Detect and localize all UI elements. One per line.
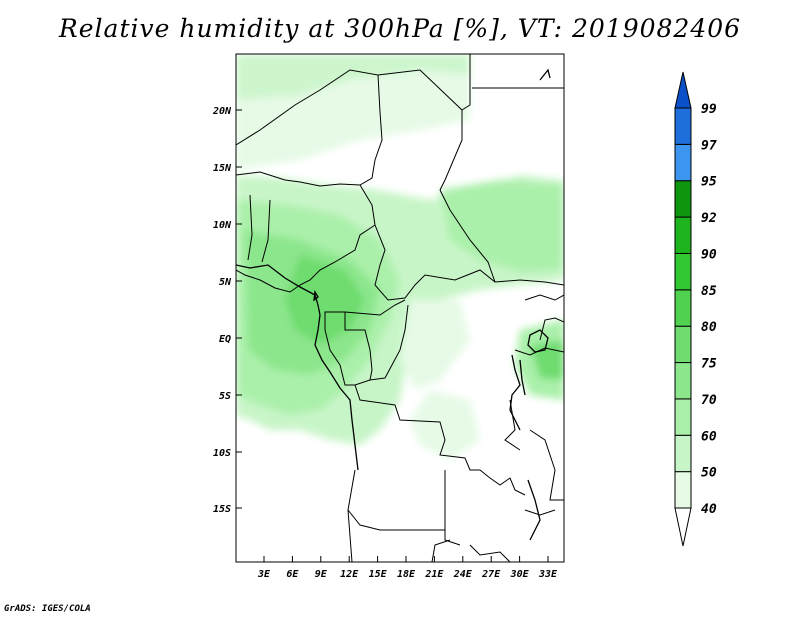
colorbar-label: 60 [701,429,717,444]
colorbar-segment [674,434,692,473]
longitude-axis: 3E 6E 9E 12E 15E 18E 21E 24E 27E 30E 33E [257,556,558,580]
colorbar-segment [674,216,692,254]
chart-title: Relative humidity at 300hPa [%], VT: 201… [58,14,742,43]
lat-tick-label: 15S [213,504,231,515]
lat-tick-label: 5S [219,391,231,402]
colorbar-label: 85 [701,284,717,299]
colorbar-label: 95 [701,175,717,190]
lon-tick-label: 27E [481,569,501,580]
lon-tick-label: 6E [286,569,299,580]
colorbar-label: 70 [701,393,717,408]
colorbar-segment [674,362,692,400]
humidity-field [236,54,564,562]
lat-tick-label: 10N [213,220,232,231]
lat-tick-label: 15N [213,163,232,174]
colorbar-segment [674,252,692,291]
lon-tick-label: 9E [315,569,328,580]
colorbar-segment [674,398,692,436]
lon-tick-label: 3E [257,569,271,580]
lon-tick-label: 15E [369,569,388,580]
lon-tick-label: 18E [397,569,416,580]
colorbar-segment [674,325,692,364]
colorbar-label: 90 [701,247,717,262]
lon-tick-label: 33E [538,569,558,580]
colorbar: 40 50 60 70 75 80 85 90 92 95 97 99 [674,71,717,547]
lat-tick-label: 20N [212,106,232,117]
lon-tick-label: 21E [424,569,444,580]
colorbar-label: 99 [701,102,717,117]
colorbar-label: 97 [701,138,717,153]
lon-tick-label: 30E [510,569,530,580]
colorbar-segment [674,289,692,327]
colorbar-upper-arrow [674,71,692,109]
colorbar-segment [674,471,692,509]
map-frame [235,53,565,563]
lat-tick-label: EQ [219,334,231,345]
colorbar-segment [674,180,692,218]
lat-tick-label: 10S [213,448,231,459]
colorbar-label: 80 [701,320,717,335]
colorbar-label: 92 [701,211,717,226]
lat-tick-label: 5N [219,277,232,288]
coastlines [236,68,551,541]
colorbar-segment [674,143,692,182]
colorbar-segment [674,107,692,145]
grads-credit: GrADS: IGES/COLA [4,604,91,614]
colorbar-lower-arrow [674,507,692,547]
colorbar-label: 50 [701,466,717,481]
latitude-axis: 20N 15N 10N 5N EQ 5S 10S 15S [212,106,242,515]
colorbar-label: 40 [701,502,717,517]
country-borders [236,54,564,562]
lon-tick-label: 12E [340,569,359,580]
colorbar-label: 75 [701,357,717,372]
lon-tick-label: 24E [453,569,473,580]
